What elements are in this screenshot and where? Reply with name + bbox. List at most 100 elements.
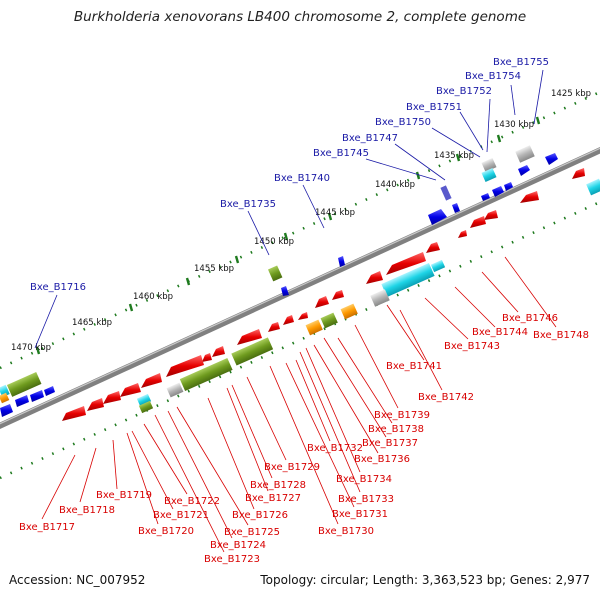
bottom-gene-labels: Bxe_B1746 Bxe_B1748 Bxe_B1744 Bxe_B1743 … bbox=[19, 313, 589, 565]
gene-label: Bxe_B1746 bbox=[502, 313, 558, 324]
tick-label-1430: 1430 kbp bbox=[494, 120, 534, 130]
gene-label: Bxe_B1726 bbox=[232, 510, 288, 521]
cds-arrow bbox=[481, 193, 490, 201]
gene-label: Bxe_B1723 bbox=[204, 554, 260, 565]
gene-label: Bxe_B1731 bbox=[332, 509, 388, 520]
tick-label-1470: 1470 kbp bbox=[11, 343, 51, 353]
cds-arrow bbox=[166, 355, 204, 377]
cds-arrow bbox=[44, 386, 55, 396]
cyan-feature bbox=[0, 384, 10, 398]
tick-1450 bbox=[283, 232, 289, 241]
top-gene-labels: Bxe_B1755 Bxe_B1754 Bxe_B1752 Bxe_B1751 … bbox=[30, 57, 549, 293]
accession-text: Accession: NC_007952 bbox=[9, 573, 146, 587]
gene-label: Bxe_B1754 bbox=[465, 71, 521, 82]
cds-arrow bbox=[545, 153, 558, 165]
chromosome-backbone bbox=[0, 146, 600, 430]
blue-small-feature bbox=[440, 185, 452, 201]
gene-label: Bxe_B1751 bbox=[406, 102, 462, 113]
cyan-feature bbox=[481, 167, 497, 183]
gene-label: Bxe_B1734 bbox=[336, 474, 392, 485]
gray-feature bbox=[515, 145, 535, 163]
cds-arrow bbox=[202, 353, 212, 362]
gene-label: Bxe_B1730 bbox=[318, 526, 374, 537]
orange-feature bbox=[340, 303, 358, 320]
gene-label: Bxe_B1728 bbox=[250, 480, 306, 491]
cds-arrow bbox=[386, 252, 426, 275]
gene-label: Bxe_B1740 bbox=[274, 173, 330, 184]
gene-label: Bxe_B1724 bbox=[210, 540, 266, 551]
cds-arrow bbox=[315, 296, 329, 308]
orange-feature bbox=[305, 319, 323, 336]
tick-1430 bbox=[496, 134, 502, 143]
cds-arrow bbox=[332, 290, 344, 300]
gene-label: Bxe_B1733 bbox=[338, 494, 394, 505]
cds-arrow bbox=[484, 210, 498, 220]
gene-label: Bxe_B1736 bbox=[354, 454, 410, 465]
tick-label-1440: 1440 kbp bbox=[375, 180, 415, 190]
tick-1470 bbox=[35, 346, 41, 355]
tick-1425 bbox=[535, 116, 541, 125]
gene-label: Bxe_B1747 bbox=[342, 133, 398, 144]
olive-feature bbox=[267, 265, 283, 282]
gene-label: Bxe_B1743 bbox=[444, 341, 500, 352]
gene-label: Bxe_B1744 bbox=[472, 327, 528, 338]
cds-arrow bbox=[518, 165, 530, 176]
gene-label: Bxe_B1752 bbox=[436, 86, 492, 97]
cds-arrow bbox=[426, 242, 440, 253]
tick-1445 bbox=[327, 212, 333, 221]
tick-label-1465: 1465 kbp bbox=[72, 318, 112, 328]
tick-1455 bbox=[234, 255, 240, 264]
cds-arrow bbox=[452, 203, 460, 213]
tick-1460 bbox=[185, 277, 191, 286]
cds-arrow bbox=[0, 404, 13, 417]
gene-label: Bxe_B1745 bbox=[313, 148, 369, 159]
cds-arrow bbox=[428, 209, 447, 225]
cds-arrow bbox=[30, 390, 44, 402]
olive-feature bbox=[138, 400, 154, 414]
gene-label: Bxe_B1738 bbox=[368, 424, 424, 435]
major-ticks bbox=[35, 116, 541, 355]
cds-arrow bbox=[15, 395, 29, 407]
orange-feature bbox=[0, 392, 10, 404]
cds-arrow bbox=[62, 406, 86, 421]
tick-label-1455: 1455 kbp bbox=[194, 264, 234, 274]
gene-label: Bxe_B1755 bbox=[493, 57, 549, 68]
map-title: Burkholderia xenovorans LB400 chromosome… bbox=[73, 9, 527, 25]
gene-label: Bxe_B1735 bbox=[220, 199, 276, 210]
cds-arrow bbox=[141, 373, 162, 388]
forward-features bbox=[0, 145, 558, 417]
cds-arrow bbox=[520, 191, 539, 203]
cds-arrow bbox=[298, 312, 308, 320]
gene-label: Bxe_B1748 bbox=[533, 330, 589, 341]
cds-arrow bbox=[572, 168, 585, 179]
gene-label: Bxe_B1739 bbox=[374, 410, 430, 421]
tick-labels: 1425 kbp 1430 kbp 1435 kbp 1440 kbp 1445… bbox=[11, 89, 591, 353]
bottom-leader-lines bbox=[41, 256, 557, 553]
gene-label: Bxe_B1741 bbox=[386, 361, 442, 372]
cds-arrow bbox=[120, 383, 141, 397]
olive-feature bbox=[320, 312, 338, 329]
tick-1440 bbox=[415, 171, 421, 180]
cds-arrow bbox=[470, 216, 486, 228]
gene-label: Bxe_B1717 bbox=[19, 522, 75, 533]
gene-label: Bxe_B1737 bbox=[362, 438, 418, 449]
gene-label: Bxe_B1720 bbox=[138, 526, 194, 537]
cyan-feature bbox=[136, 393, 152, 407]
gene-label: Bxe_B1742 bbox=[418, 392, 474, 403]
tick-label-1460: 1460 kbp bbox=[133, 292, 173, 302]
gene-label: Bxe_B1721 bbox=[153, 510, 209, 521]
gene-label: Bxe_B1716 bbox=[30, 282, 86, 293]
genome-stats-text: Topology: circular; Length: 3,363,523 bp… bbox=[260, 573, 590, 587]
gene-label: Bxe_B1729 bbox=[264, 462, 320, 473]
gene-label: Bxe_B1750 bbox=[375, 117, 431, 128]
gene-label: Bxe_B1732 bbox=[307, 443, 363, 454]
olive-feature bbox=[231, 337, 274, 366]
cds-arrow bbox=[212, 346, 225, 357]
cyan-feature bbox=[430, 259, 446, 273]
gene-label: Bxe_B1722 bbox=[164, 496, 220, 507]
cds-arrow bbox=[103, 391, 121, 404]
gene-label: Bxe_B1727 bbox=[245, 493, 301, 504]
tick-1435 bbox=[455, 153, 461, 162]
cyan-feature bbox=[381, 263, 435, 297]
